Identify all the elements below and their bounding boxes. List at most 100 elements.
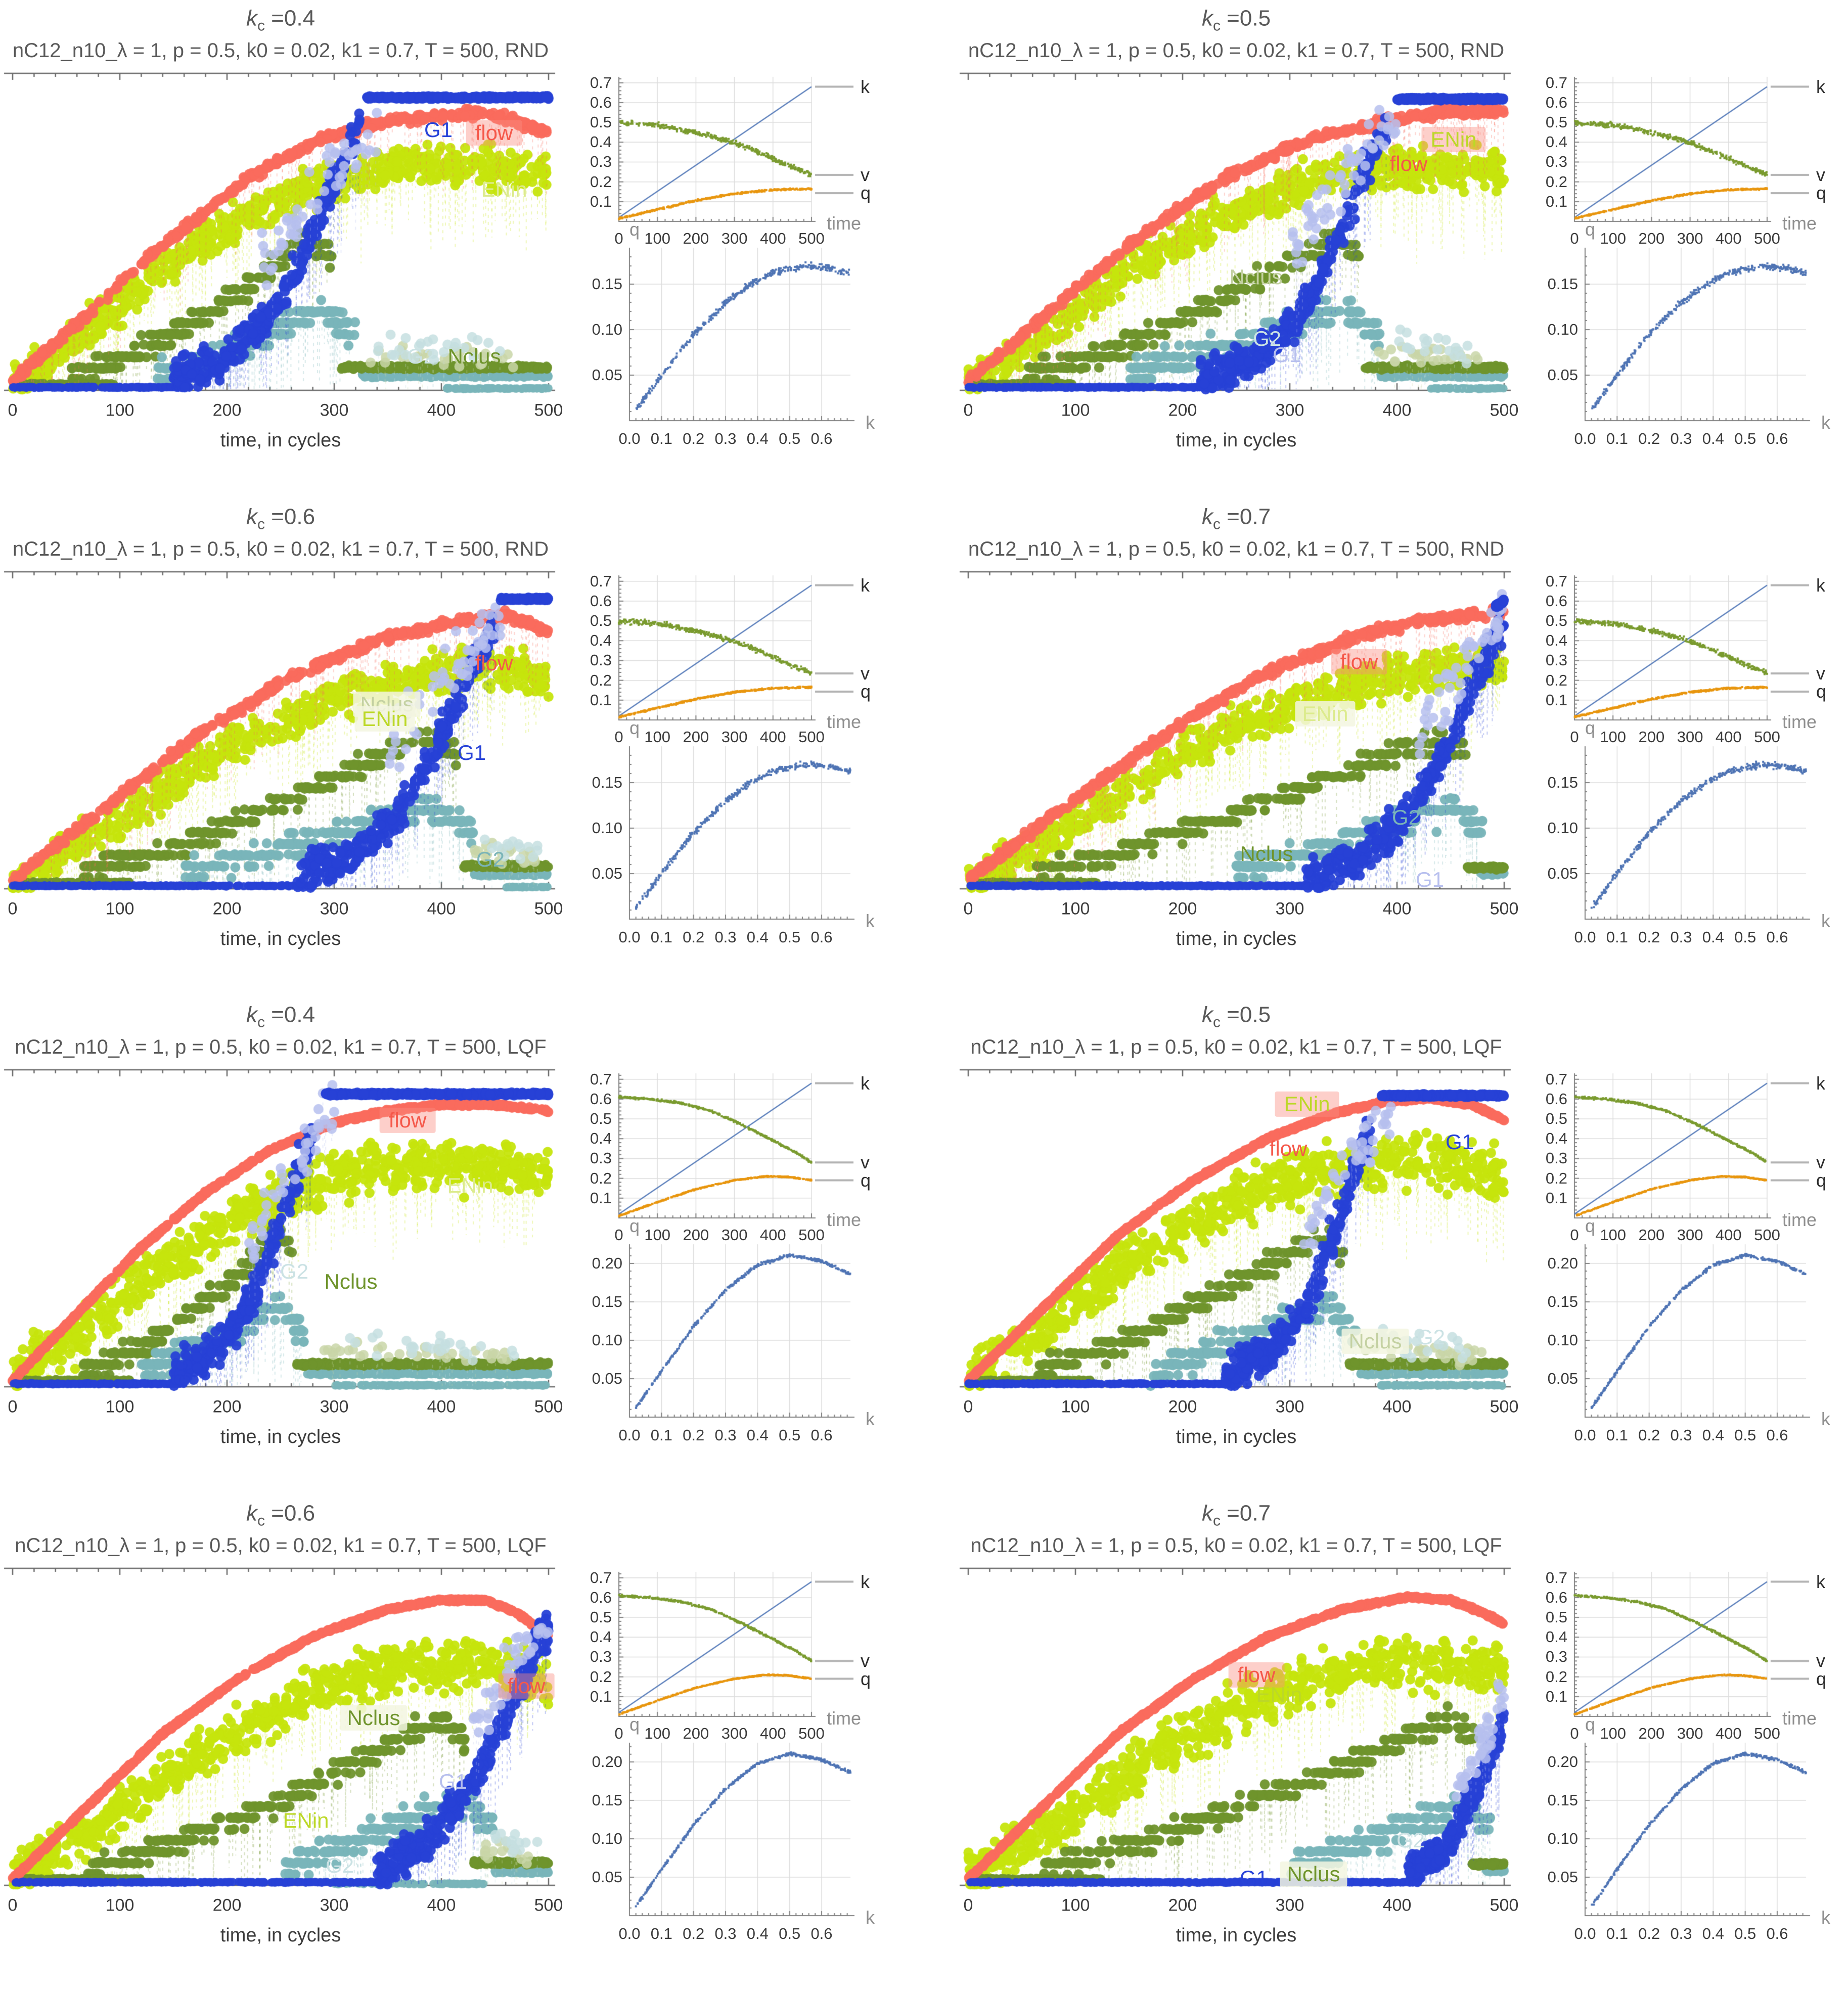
kvq-time-label: time	[1782, 1708, 1817, 1729]
kvq-x-tick: 200	[1638, 1226, 1665, 1244]
kvq-x-tick: 0	[1570, 229, 1579, 247]
qk-title: q	[629, 1215, 640, 1237]
kvq-y-tick: 0.1	[1545, 1189, 1567, 1207]
kvq-x-tick: 500	[798, 1226, 825, 1244]
kvq-x-tick: 100	[644, 1724, 671, 1742]
plot-subtitle: nC12_n10_λ = 1, p = 0.5, k0 = 0.02, k1 =…	[15, 1036, 547, 1058]
qk-k-label: k	[1821, 1907, 1830, 1928]
main-x-tick: 200	[1168, 400, 1197, 420]
kvq-y-tick: 0.3	[590, 153, 612, 171]
qk-y-tick: 0.10	[1547, 1331, 1578, 1349]
qk-y-tick: 0.15	[1547, 1292, 1578, 1310]
qk-x-tick: 0.1	[1606, 928, 1628, 946]
qk-x-tick: 0.5	[779, 429, 801, 447]
qk-y-tick: 0.05	[1547, 1868, 1578, 1886]
main-x-tick: 400	[1382, 1895, 1412, 1915]
main-x-tick: 0	[8, 899, 18, 919]
main-x-tick: 300	[1275, 1397, 1304, 1417]
qk-y-tick: 0.15	[592, 773, 622, 791]
qk-k-label: k	[866, 412, 875, 433]
series-label-g1: G1	[1445, 1129, 1474, 1154]
main-x-tick: 300	[1275, 1895, 1304, 1915]
plot-subtitle: nC12_n10_λ = 1, p = 0.5, k0 = 0.02, k1 =…	[12, 39, 549, 62]
kvq-x-tick: 200	[1638, 229, 1665, 247]
kvq-time-label: time	[1782, 213, 1817, 234]
main-x-tick: 500	[1490, 1895, 1519, 1915]
kc-symbol: k	[1201, 1002, 1213, 1027]
qk-k-label: k	[866, 1409, 875, 1430]
kc-symbol: k	[246, 1501, 257, 1526]
qk-y-tick: 0.15	[1547, 1791, 1578, 1809]
plot-subtitle: nC12_n10_λ = 1, p = 0.5, k0 = 0.02, k1 =…	[968, 538, 1505, 560]
kc-symbol: k	[246, 1002, 257, 1027]
kvq-y-tick: 0.7	[590, 572, 612, 590]
main-x-tick: 300	[320, 400, 349, 420]
plot-subtitle: nC12_n10_λ = 1, p = 0.5, k0 = 0.02, k1 =…	[970, 1036, 1502, 1058]
kvq-x-tick: 100	[1600, 229, 1627, 247]
qk-x-tick: 0.2	[683, 429, 705, 447]
series-label-flow: flow	[1228, 1662, 1285, 1688]
main-x-tick: 200	[212, 1895, 242, 1915]
qk-x-tick: 0.2	[683, 1924, 705, 1942]
kvq-x-tick: 300	[721, 728, 748, 746]
qk-x-tick: 0.4	[746, 429, 769, 447]
qk-x-tick: 0.3	[714, 1426, 737, 1444]
legend-q: q	[861, 1169, 871, 1191]
main-x-tick: 200	[212, 400, 242, 420]
qk-x-tick: 0.0	[618, 429, 641, 447]
legend-k: k	[1816, 1072, 1825, 1094]
kvq-y-tick: 0.5	[590, 113, 612, 131]
kvq-y-tick: 0.6	[590, 93, 612, 111]
kc-value: =0.4	[264, 1002, 315, 1027]
kvq-y-tick: 0.3	[1545, 153, 1567, 171]
kvq-y-tick: 0.6	[1545, 592, 1567, 610]
qk-x-tick: 0.5	[779, 1924, 801, 1942]
qk-x-tick: 0.0	[1574, 429, 1596, 447]
series-label-g2: G2	[476, 847, 505, 871]
legend-v: v	[861, 1650, 870, 1671]
qk-y-tick: 0.10	[1547, 819, 1578, 837]
main-x-tick: 100	[105, 1895, 134, 1915]
qk-x-tick: 0.0	[1574, 1426, 1596, 1444]
main-x-tick: 500	[1490, 1397, 1519, 1417]
series-label-nclus: Nclus	[1229, 264, 1283, 289]
qk-title: q	[1585, 1714, 1596, 1735]
kvq-y-tick: 0.7	[1545, 73, 1567, 92]
series-label-flow: flow	[1389, 151, 1428, 175]
kvq-y-tick: 0.7	[1545, 1568, 1567, 1587]
main-x-tick: 400	[1382, 1397, 1412, 1417]
legend-k: k	[861, 1072, 870, 1094]
series-label-flow: flow	[475, 651, 513, 675]
kvq-x-tick: 500	[798, 229, 825, 247]
kvq-y-tick: 0.5	[590, 1110, 612, 1128]
qk-x-tick: 0.5	[1734, 928, 1756, 946]
qk-x-tick: 0.6	[810, 429, 833, 447]
kvq-y-tick: 0.2	[1545, 1169, 1567, 1187]
qk-y-tick: 0.05	[1547, 1369, 1578, 1387]
kvq-x-tick: 0	[1570, 1226, 1579, 1244]
series-label-enin: ENin	[447, 1173, 493, 1197]
qk-x-tick: 0.3	[714, 928, 737, 946]
qk-x-tick: 0.5	[779, 928, 801, 946]
kvq-y-tick: 0.2	[590, 172, 612, 191]
kvq-x-tick: 0	[614, 229, 623, 247]
qk-y-tick: 0.20	[592, 1752, 622, 1771]
kvq-time-label: time	[827, 213, 862, 234]
kvq-x-tick: 300	[1677, 728, 1703, 746]
qk-k-label: k	[1821, 911, 1830, 932]
legend-q: q	[1816, 1668, 1827, 1689]
legend-q: q	[861, 681, 871, 702]
legend-q: q	[1816, 681, 1827, 702]
kvq-y-tick: 0.4	[590, 631, 612, 650]
qk-x-tick: 0.4	[1702, 1924, 1724, 1942]
main-xlabel: time, in cycles	[1176, 1925, 1297, 1946]
series-label-g2: G2	[1252, 326, 1282, 350]
kvq-y-tick: 0.5	[1545, 612, 1567, 630]
series-label-nclus: Nclus	[340, 1705, 408, 1731]
kvq-x-tick: 200	[683, 1724, 709, 1742]
kvq-y-tick: 0.1	[1545, 192, 1567, 210]
main-x-tick: 100	[1061, 1895, 1090, 1915]
qk-x-tick: 0.2	[683, 1426, 705, 1444]
series-label-enin: ENin	[1421, 126, 1486, 153]
qk-x-tick: 0.6	[1766, 429, 1788, 447]
